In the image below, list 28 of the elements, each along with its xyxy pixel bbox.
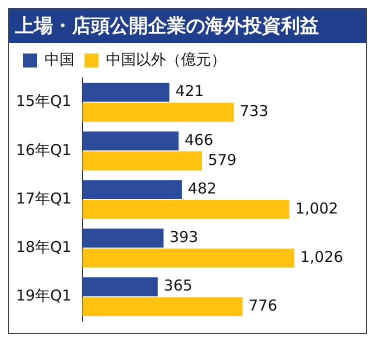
bar: [82, 131, 179, 150]
data-label: 1,026: [300, 248, 344, 266]
data-label: 733: [240, 102, 268, 120]
bar: [82, 297, 243, 316]
data-label: 1,002: [295, 199, 338, 218]
bar: [82, 180, 182, 199]
data-label: 579: [208, 150, 237, 169]
bar: [82, 102, 234, 122]
data-label: 482: [188, 179, 217, 198]
bar: [82, 200, 290, 219]
bar: [82, 151, 202, 170]
legend-label: 中国以外（億元）: [106, 50, 226, 68]
y-tick-label: 15年Q1: [16, 92, 72, 110]
y-tick-label: 19年Q1: [16, 286, 72, 305]
data-label: 365: [164, 276, 192, 295]
y-tick-label: 18年Q1: [16, 238, 72, 256]
bar: [82, 248, 294, 268]
bar: [82, 228, 164, 248]
bar: [82, 277, 158, 296]
y-tick-label: 17年Q1: [16, 189, 72, 208]
chart-title: 上場・店頭公開企業の海外投資利益: [9, 9, 366, 43]
legend-label: 中国: [44, 50, 74, 68]
data-label: 776: [248, 296, 278, 315]
data-label: 421: [175, 82, 204, 100]
data-label: 393: [170, 228, 198, 246]
data-label: 466: [184, 130, 214, 149]
bar: [82, 82, 170, 102]
y-tick-label: 16年Q1: [16, 140, 72, 159]
